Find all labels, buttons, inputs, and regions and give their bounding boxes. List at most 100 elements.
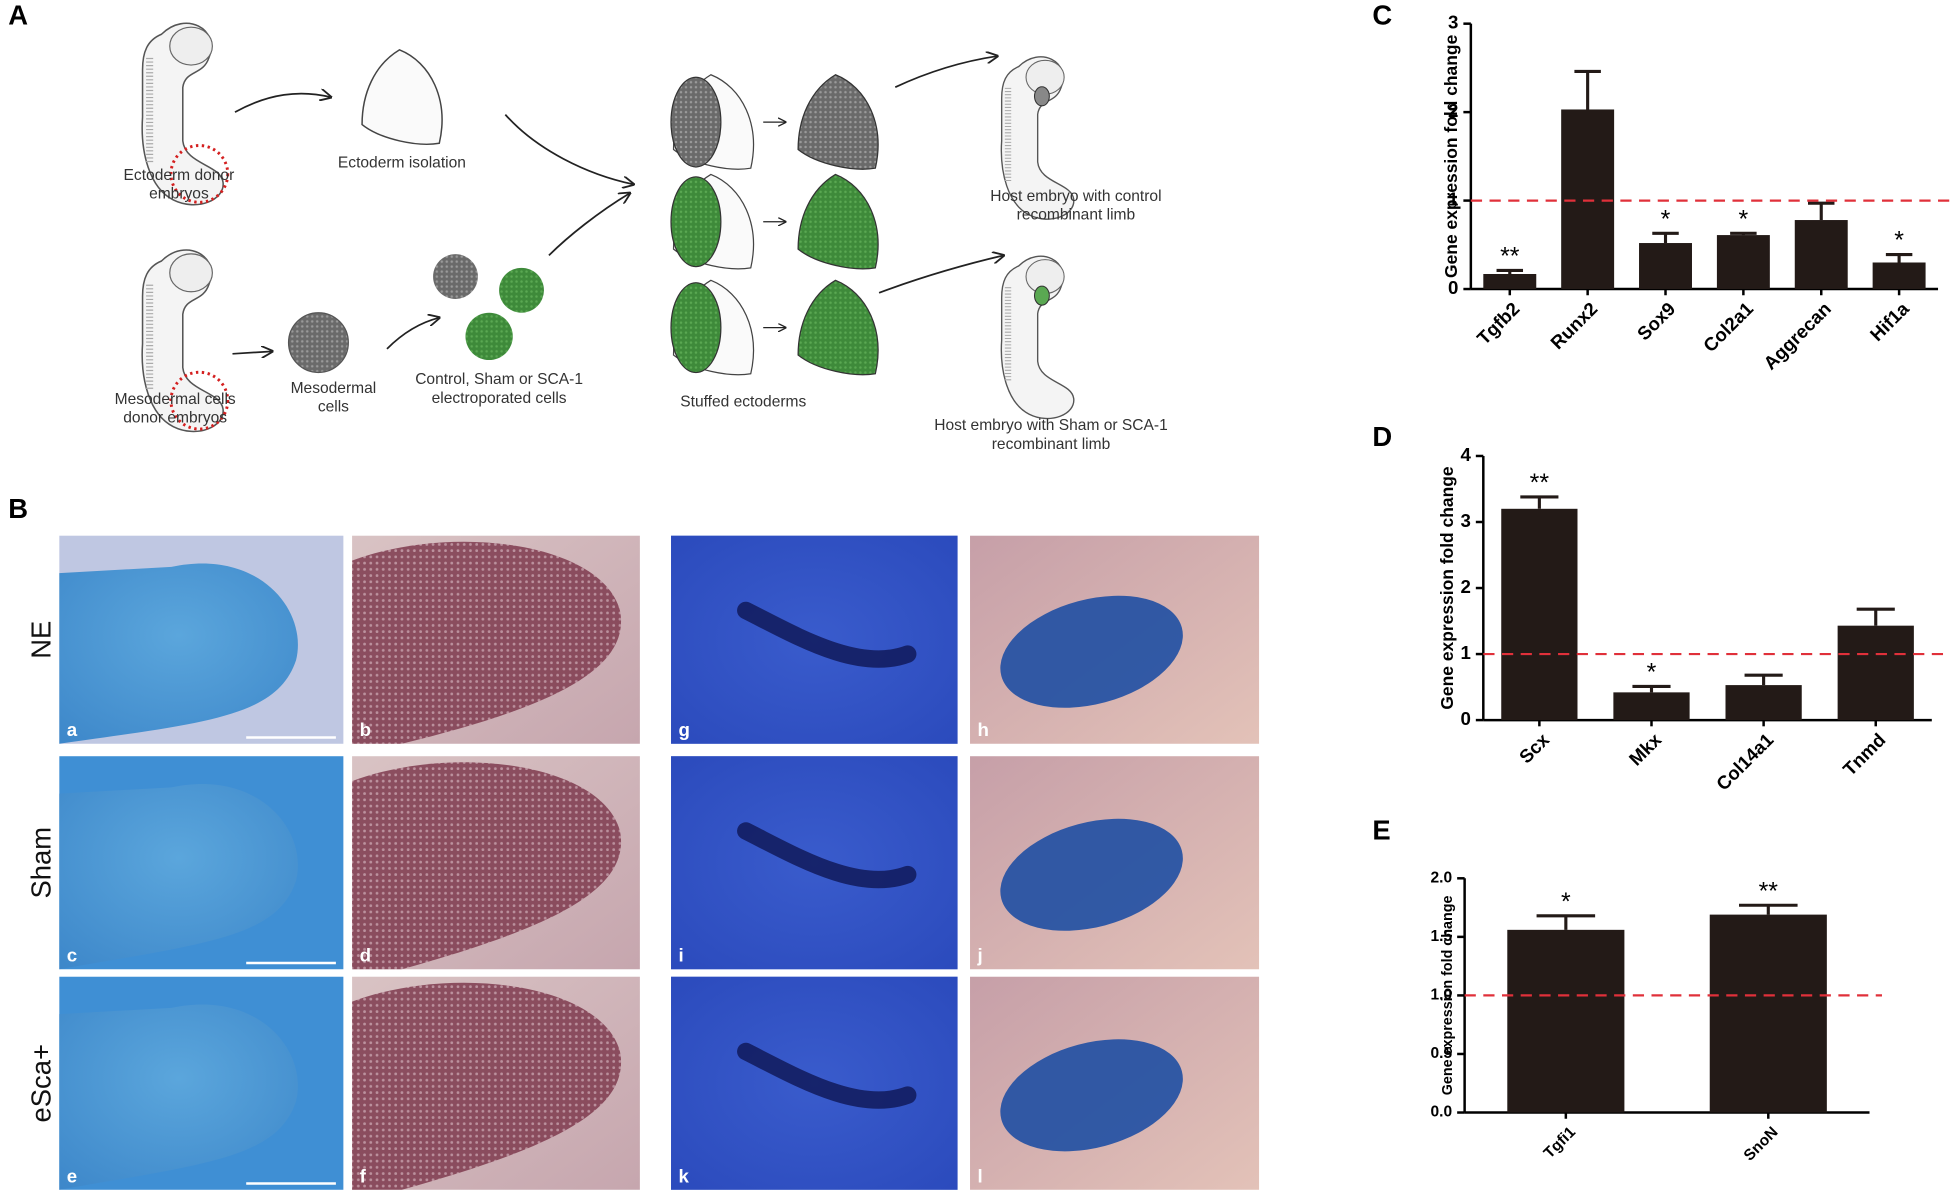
y-tick-label: 1 <box>1448 189 1458 210</box>
x-tick-label: Sox9 <box>1633 298 1679 344</box>
x-tick-label: Mkx <box>1625 729 1666 770</box>
section <box>352 762 622 970</box>
schematic-label: electroporated cells <box>432 390 567 407</box>
error-bar <box>1744 673 1783 686</box>
micrograph: k <box>671 976 958 1190</box>
bar <box>1561 109 1615 290</box>
x-tick-label: Hif1a <box>1866 298 1914 346</box>
error-bar <box>1574 69 1601 110</box>
x-tick-label: Aggrecan <box>1759 298 1835 374</box>
embryo-head <box>169 26 213 66</box>
arrow <box>234 94 331 113</box>
micrograph: j <box>970 756 1260 970</box>
error-bar <box>1652 231 1679 244</box>
schematic-label: Mesodermal <box>291 380 377 397</box>
schematic-label: Mesodermal cells <box>115 391 236 408</box>
arrow <box>878 255 1004 294</box>
stuffed-ectoderm <box>670 173 755 270</box>
limb-bud <box>1033 285 1050 306</box>
limb-bud <box>1033 86 1050 107</box>
section <box>352 541 622 744</box>
bar <box>1483 273 1537 290</box>
embryo <box>1000 56 1075 220</box>
schematic-label: Ectoderm donor <box>124 167 235 184</box>
filled-ectoderm <box>797 173 879 270</box>
cartilage <box>737 822 917 889</box>
panel-label: D <box>1372 421 1392 452</box>
cartilage <box>737 1042 917 1109</box>
y-tick-label: 0.0 <box>1431 1104 1453 1121</box>
schematic-label: Ectoderm isolation <box>338 154 466 171</box>
section <box>352 982 622 1190</box>
bar <box>1725 685 1802 721</box>
cartilage <box>1000 595 1183 708</box>
cells <box>670 282 722 374</box>
x-tick-label: Col2a1 <box>1699 298 1757 356</box>
embryo <box>141 22 230 206</box>
embryo-body <box>1000 56 1075 220</box>
error-bar <box>1856 607 1895 626</box>
panel-label: E <box>1372 814 1390 845</box>
embryo-head <box>169 253 213 293</box>
limb <box>59 783 298 970</box>
significance: * <box>1739 205 1749 233</box>
cell-pellet <box>287 312 349 374</box>
significance: * <box>1894 227 1904 255</box>
error-bar <box>1632 684 1671 693</box>
micrograph: h <box>970 535 1260 744</box>
bar <box>1716 235 1770 290</box>
embryo-body <box>1000 255 1075 420</box>
y-tick-label: 2 <box>1460 576 1470 597</box>
y-tick-label: 4 <box>1460 444 1471 465</box>
bar <box>1837 625 1914 721</box>
arrow <box>894 56 997 88</box>
error-bar <box>1739 903 1798 915</box>
error-bar <box>1808 201 1835 221</box>
micrograph: d <box>352 756 640 970</box>
schematic-label: recombinant limb <box>1017 207 1136 224</box>
image-letter: g <box>678 719 689 740</box>
significance: ** <box>1759 877 1779 905</box>
panel-label: C <box>1372 0 1392 31</box>
image-letter: b <box>360 719 371 740</box>
bar <box>1709 914 1827 1113</box>
micrograph: f <box>352 976 640 1190</box>
bar <box>1507 929 1625 1113</box>
filled-cap <box>797 279 879 376</box>
y-tick-label: 1.5 <box>1431 928 1453 945</box>
image-letter: l <box>978 1165 983 1186</box>
y-tick-label: 1.0 <box>1431 987 1453 1004</box>
micrograph: l <box>970 976 1260 1190</box>
image-letter: i <box>678 945 683 966</box>
x-tick-label: Col14a1 <box>1712 729 1777 794</box>
micrograph: a <box>59 535 344 744</box>
micrograph: i <box>671 756 958 970</box>
cells <box>670 76 722 168</box>
micrograph: g <box>671 535 958 744</box>
bar <box>1639 243 1692 290</box>
limb-region <box>169 370 230 431</box>
cell-pellet <box>465 312 513 361</box>
y-tick-label: 1 <box>1460 642 1470 663</box>
schematic-label: recombinant limb <box>992 436 1111 453</box>
y-tick-label: 3 <box>1460 510 1470 531</box>
arrow <box>232 351 272 353</box>
x-tick-label: Scx <box>1515 729 1554 768</box>
error-bar <box>1730 231 1757 236</box>
embryo <box>1000 255 1075 420</box>
cartilage <box>737 601 917 668</box>
schematic-label: cells <box>318 398 349 415</box>
micrograph: b <box>352 535 640 744</box>
arrow <box>548 193 630 257</box>
schematic-label: Control, Sham or SCA-1 <box>415 371 583 388</box>
error-bar <box>1520 495 1559 509</box>
y-tick-label: 2.0 <box>1431 869 1453 886</box>
ectoderm-cap <box>361 49 443 145</box>
image-letter: d <box>360 945 371 966</box>
significance: * <box>1661 205 1671 233</box>
micrographs: NE a b g h Sham c d i j eSca+ e f k l <box>25 535 1260 1190</box>
filled-cap <box>797 74 879 170</box>
image-letter: e <box>67 1165 77 1186</box>
